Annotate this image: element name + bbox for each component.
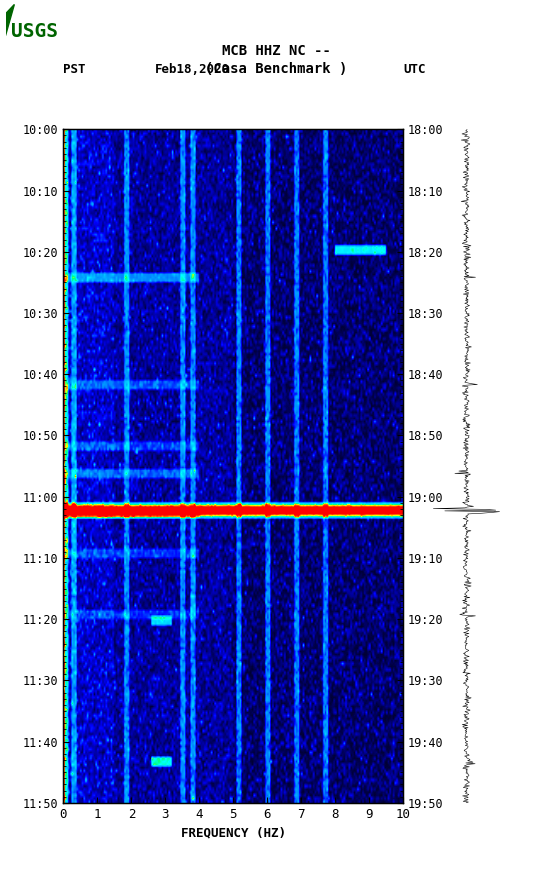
Text: PST: PST	[63, 62, 86, 76]
Text: MCB HHZ NC --: MCB HHZ NC --	[221, 44, 331, 58]
Text: (Casa Benchmark ): (Casa Benchmark )	[205, 62, 347, 76]
X-axis label: FREQUENCY (HZ): FREQUENCY (HZ)	[181, 826, 286, 839]
Text: UTC: UTC	[403, 62, 426, 76]
Text: USGS: USGS	[11, 22, 58, 41]
Polygon shape	[6, 4, 14, 36]
Text: Feb18,2020: Feb18,2020	[155, 62, 230, 76]
